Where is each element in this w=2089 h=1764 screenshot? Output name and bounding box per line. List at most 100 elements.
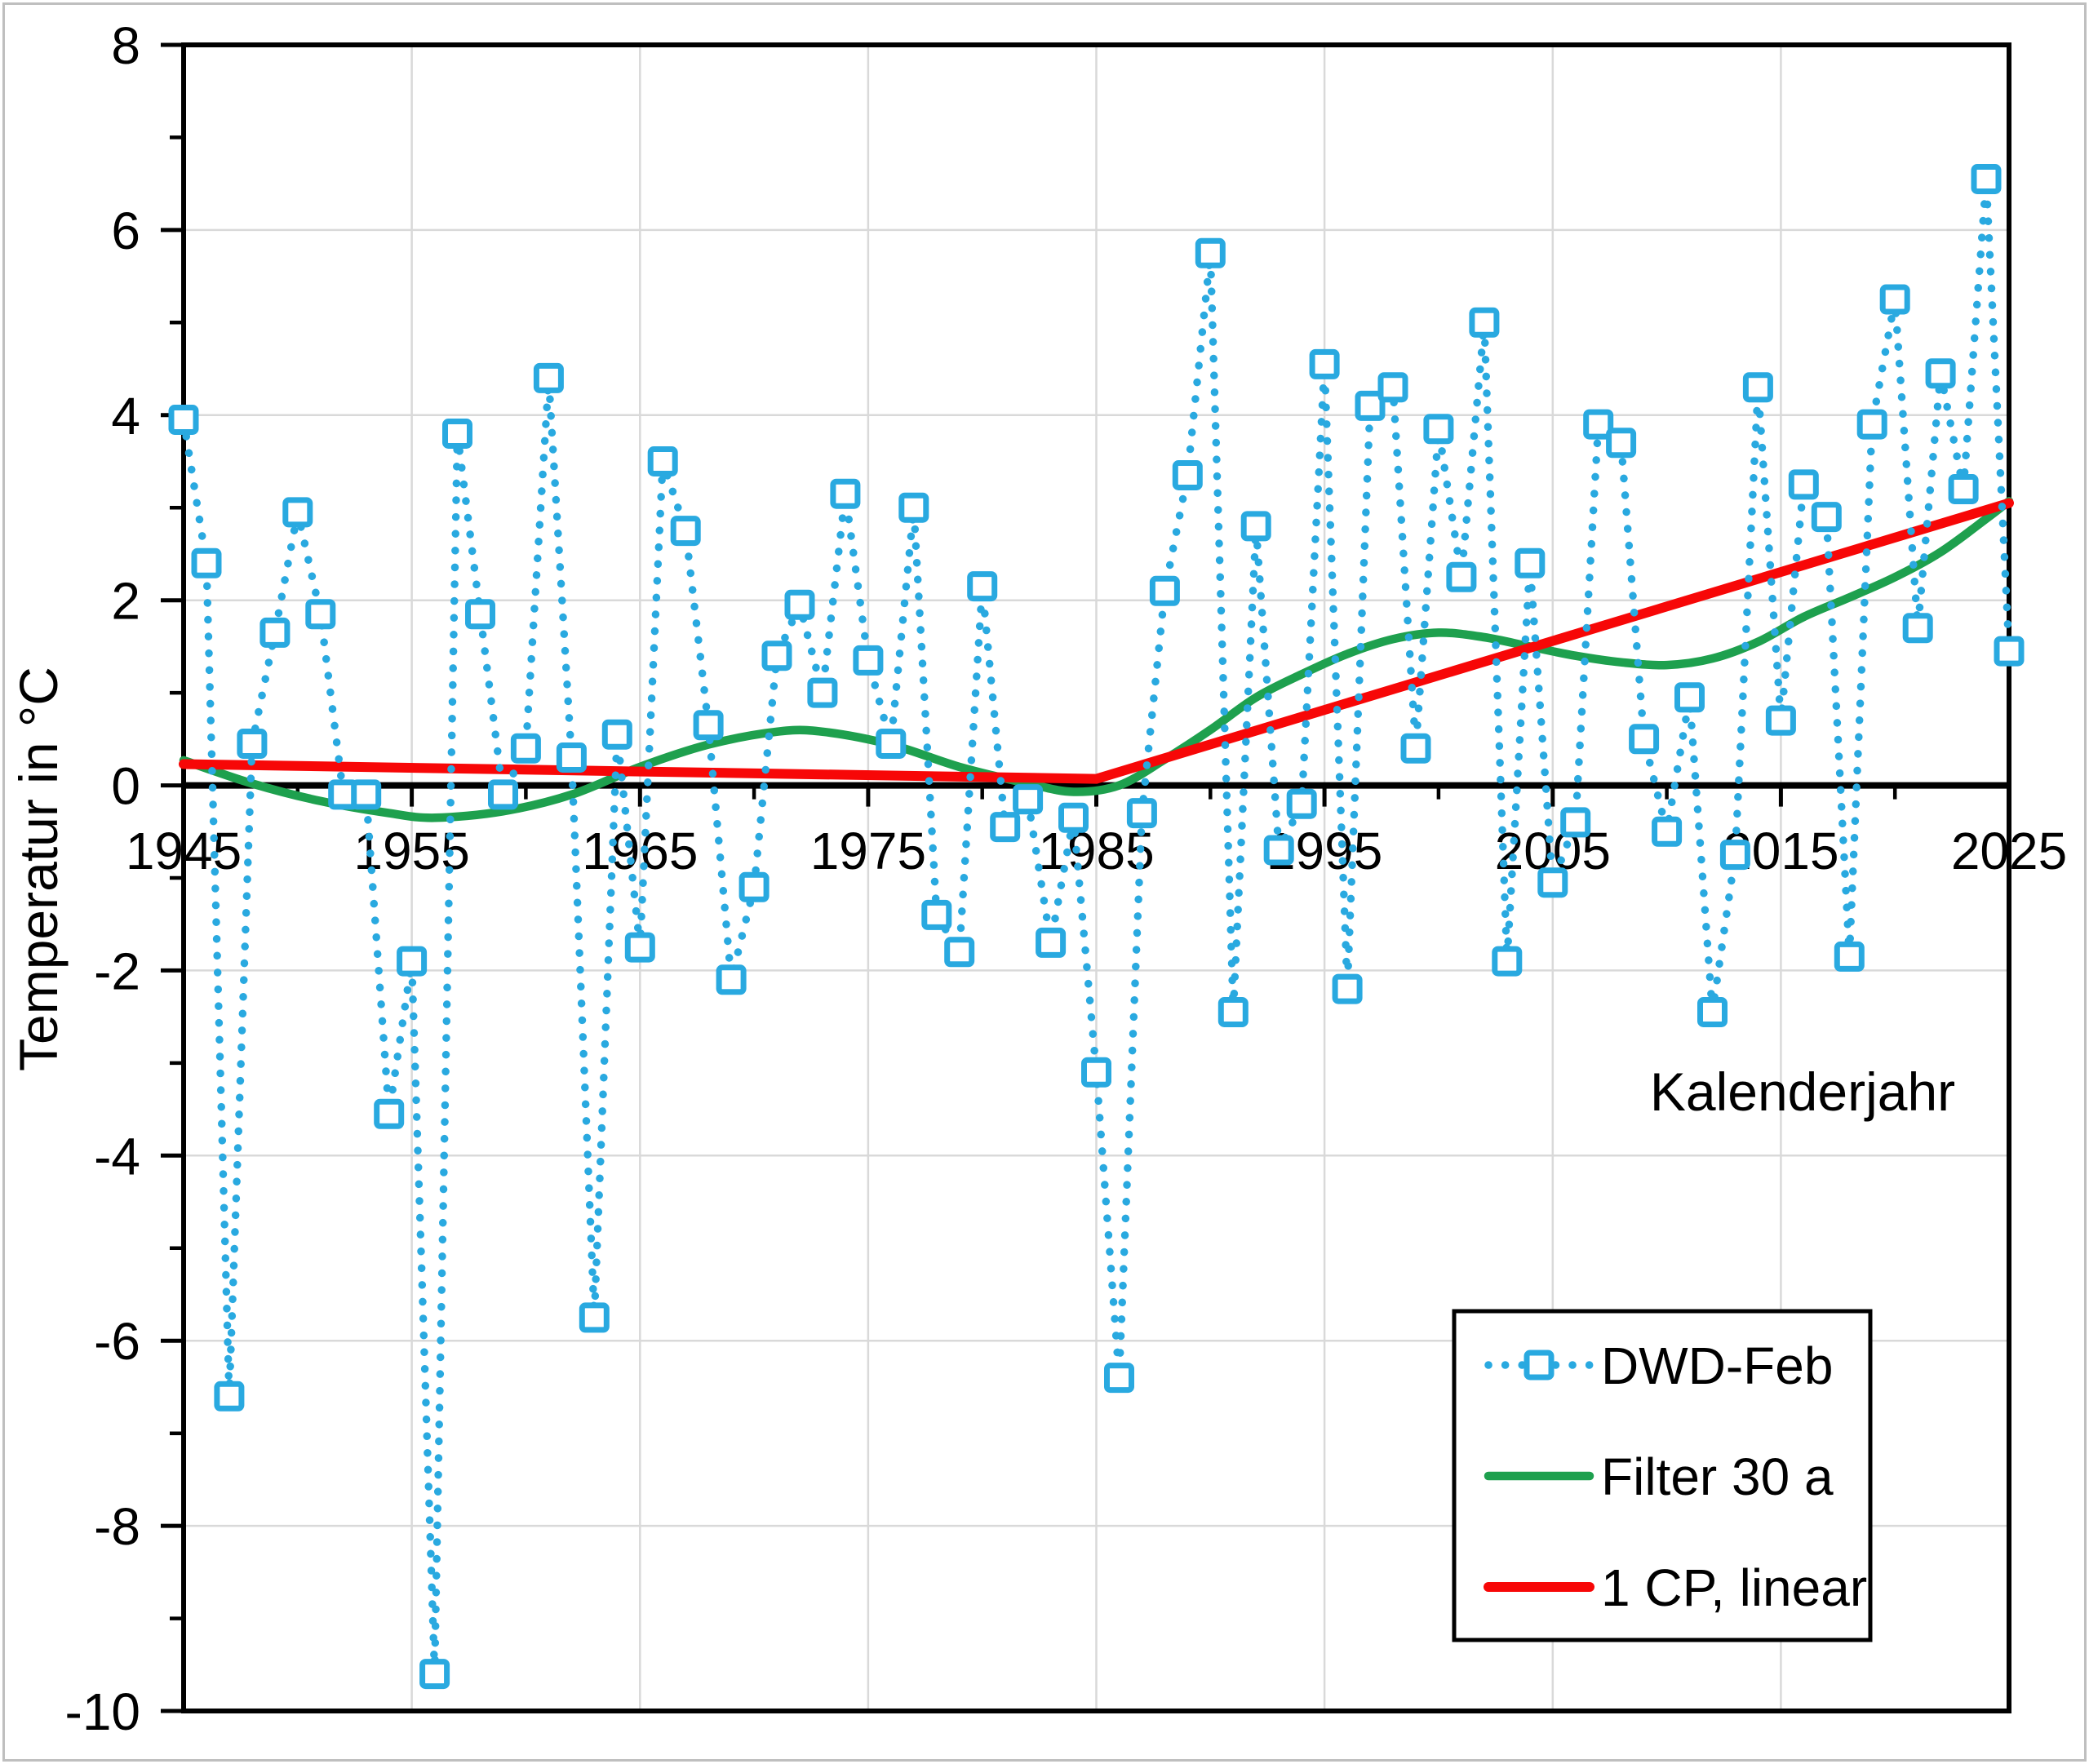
data-point-2002 bbox=[1469, 307, 1500, 338]
data-point-2015 bbox=[1765, 705, 1796, 736]
x-tick-label: 1975 bbox=[810, 822, 926, 880]
data-point-2004 bbox=[1515, 547, 1546, 578]
y-tick-label: -2 bbox=[94, 942, 140, 1000]
data-point-1985 bbox=[1081, 1057, 1111, 1088]
data-point-1979 bbox=[944, 937, 975, 968]
data-point-1992 bbox=[1240, 511, 1271, 542]
data-point-2018 bbox=[1834, 941, 1865, 972]
dwd-feb-series-line bbox=[180, 175, 2013, 1678]
y-tick-label: -8 bbox=[94, 1497, 140, 1556]
y-axis-title: Temperatur in °C bbox=[8, 667, 69, 1071]
data-point-1950 bbox=[282, 497, 313, 528]
y-tick-label: 2 bbox=[111, 572, 140, 631]
y-tick-label: 8 bbox=[111, 16, 140, 75]
data-point-1949 bbox=[259, 617, 291, 648]
legend-label: Filter 30 a bbox=[1601, 1447, 1834, 1506]
y-tick-label: -10 bbox=[65, 1682, 141, 1741]
data-point-2020 bbox=[1879, 284, 1910, 315]
data-point-2012 bbox=[1697, 997, 1728, 1027]
legend-label: 1 CP, linear bbox=[1601, 1558, 1867, 1617]
data-point-1965 bbox=[624, 932, 655, 963]
data-point-1974 bbox=[830, 478, 861, 509]
data-point-1995 bbox=[1309, 348, 1340, 379]
legend-sample-marker bbox=[1524, 1350, 1555, 1381]
data-point-1991 bbox=[1217, 997, 1249, 1027]
data-point-1973 bbox=[807, 677, 838, 708]
data-point-1959 bbox=[488, 779, 518, 810]
x-axis-title: Kalenderjahr bbox=[1650, 1062, 1955, 1122]
data-point-2025 bbox=[1994, 636, 2025, 667]
data-point-2016 bbox=[1788, 469, 1819, 500]
x-tick-label: 1985 bbox=[1038, 822, 1154, 880]
data-point-1969 bbox=[716, 964, 747, 995]
data-point-1971 bbox=[761, 640, 792, 671]
x-tick-label: 2025 bbox=[1951, 822, 2067, 880]
data-point-1984 bbox=[1058, 802, 1089, 833]
data-point-1945 bbox=[168, 405, 199, 435]
data-point-1987 bbox=[1126, 798, 1157, 829]
data-point-2019 bbox=[1856, 409, 1887, 440]
axes bbox=[161, 42, 2011, 1713]
data-point-1954 bbox=[374, 1098, 405, 1129]
data-point-1970 bbox=[738, 871, 770, 902]
data-point-1978 bbox=[921, 899, 952, 930]
data-point-1967 bbox=[670, 516, 701, 547]
data-point-2022 bbox=[1925, 358, 1956, 389]
data-point-1962 bbox=[556, 742, 587, 773]
data-point-1981 bbox=[990, 812, 1021, 843]
data-point-1982 bbox=[1013, 784, 1044, 815]
data-point-1972 bbox=[784, 589, 815, 620]
legend: DWD-Feb Filter 30 a 1 CP, linear bbox=[1452, 1309, 1873, 1642]
x-tick-label: 1945 bbox=[126, 822, 242, 880]
data-point-2017 bbox=[1811, 502, 1842, 533]
data-point-1983 bbox=[1036, 927, 1067, 958]
data-point-2001 bbox=[1446, 561, 1477, 592]
data-point-1957 bbox=[442, 419, 472, 449]
data-point-2005 bbox=[1537, 867, 1568, 898]
y-tick-label: -6 bbox=[94, 1312, 140, 1371]
trend-line-1cp bbox=[179, 498, 2014, 784]
data-point-1951 bbox=[305, 599, 336, 630]
y-tick-label: -4 bbox=[94, 1127, 140, 1186]
data-point-1946 bbox=[191, 547, 222, 578]
data-point-1986 bbox=[1104, 1363, 1134, 1394]
data-point-1990 bbox=[1195, 237, 1226, 268]
y-tick-label: 0 bbox=[111, 757, 140, 816]
data-point-1961 bbox=[533, 362, 564, 393]
data-point-2009 bbox=[1629, 724, 1660, 755]
data-point-1948 bbox=[237, 729, 268, 759]
data-point-1998 bbox=[1377, 372, 1408, 403]
data-point-2011 bbox=[1674, 682, 1705, 713]
data-point-2003 bbox=[1492, 946, 1523, 977]
data-point-1947 bbox=[214, 1381, 245, 1412]
data-point-1993 bbox=[1263, 835, 1294, 866]
data-point-1953 bbox=[351, 779, 382, 810]
data-point-2013 bbox=[1719, 840, 1750, 871]
data-point-1958 bbox=[465, 599, 495, 630]
legend-entry-1-cp-linear: 1 CP, linear bbox=[1484, 1558, 1867, 1617]
data-point-1989 bbox=[1172, 460, 1203, 490]
legend-entry-filter-30-a: Filter 30 a bbox=[1484, 1447, 1834, 1506]
data-point-1963 bbox=[579, 1302, 610, 1333]
data-point-2014 bbox=[1742, 372, 1773, 403]
data-point-1976 bbox=[876, 729, 907, 759]
data-point-2024 bbox=[1971, 164, 2002, 194]
data-point-1977 bbox=[898, 492, 929, 523]
data-point-1964 bbox=[601, 719, 632, 750]
data-point-1999 bbox=[1400, 733, 1431, 764]
x-tick-label: 1965 bbox=[582, 822, 698, 880]
y-tick-label: 6 bbox=[111, 202, 140, 260]
data-point-1988 bbox=[1149, 575, 1180, 606]
data-point-1955 bbox=[397, 946, 428, 977]
data-point-1994 bbox=[1286, 788, 1317, 819]
legend-entry-dwd-feb: DWD-Feb bbox=[1484, 1336, 1833, 1395]
legend-label: DWD-Feb bbox=[1601, 1336, 1833, 1395]
data-point-2023 bbox=[1948, 474, 1979, 504]
data-point-1980 bbox=[967, 571, 998, 602]
data-point-1975 bbox=[853, 645, 884, 676]
data-point-2021 bbox=[1902, 613, 1933, 644]
data-point-2010 bbox=[1652, 816, 1683, 847]
